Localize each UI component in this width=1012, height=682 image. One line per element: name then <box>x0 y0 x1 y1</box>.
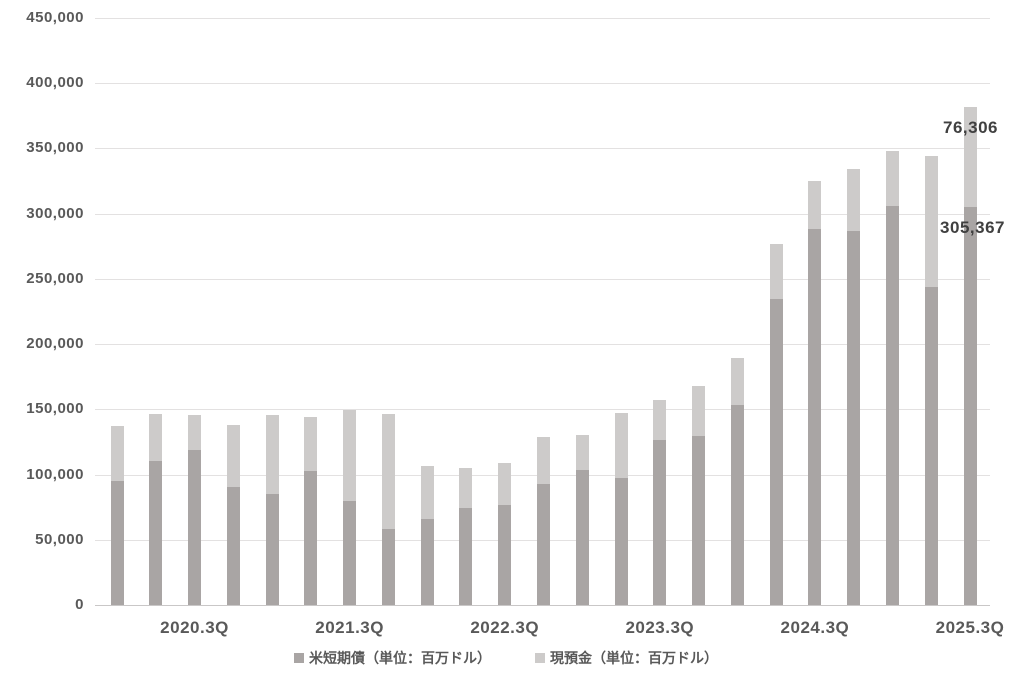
bar-segment-treasury <box>808 229 822 605</box>
bar-segment-cash <box>692 386 706 436</box>
gridline <box>95 83 990 85</box>
y-tick-label: 0 <box>75 596 84 613</box>
bar-segment-cash <box>963 107 977 207</box>
x-tick-label: 2021.3Q <box>315 618 384 637</box>
bar-segment-treasury <box>963 206 977 605</box>
bar-segment-cash <box>420 466 434 519</box>
legend: 米短期債（単位：百万ドル） 現預金（単位：百万ドル） <box>0 649 1012 667</box>
bar-segment-treasury <box>575 469 589 605</box>
x-tick-label: 2023.3Q <box>625 618 695 637</box>
bar-segment-treasury <box>769 298 783 605</box>
y-tick-label: 450,000 <box>26 9 84 26</box>
y-tick-label: 350,000 <box>26 139 84 157</box>
bar-segment-treasury <box>730 404 744 605</box>
bar-segment-cash <box>769 243 783 299</box>
bar-segment-cash <box>381 413 395 529</box>
bar-segment-cash <box>265 415 279 494</box>
bar-segment-cash <box>885 151 899 207</box>
data-label-treasury-last: 305,367 <box>940 218 1005 237</box>
bar-segment-treasury <box>692 435 706 605</box>
y-tick-label: 200,000 <box>26 335 84 353</box>
bar-segment-treasury <box>459 508 473 605</box>
bar-segment-cash <box>149 413 163 461</box>
bar-segment-cash <box>343 410 357 502</box>
bar-segment-cash <box>304 417 318 472</box>
bar-segment-cash <box>110 426 124 482</box>
bar-segment-cash <box>459 467 473 509</box>
x-tick-label: 2020.3Q <box>160 618 229 637</box>
legend-label-cash: 現預金（単位：百万ドル） <box>550 650 718 666</box>
legend-swatch-treasury <box>294 653 304 663</box>
bar-segment-treasury <box>847 231 861 605</box>
bar-segment-cash <box>653 399 667 441</box>
legend-item-cash: 現預金（単位：百万ドル） <box>535 649 718 667</box>
x-axis-line <box>95 605 990 606</box>
gridline <box>95 213 990 215</box>
x-tick-label: 2022.3Q <box>470 618 540 637</box>
y-tick-label: 100,000 <box>26 465 84 483</box>
legend-item-treasury: 米短期債（単位：百万ドル） <box>294 649 491 667</box>
bar-segment-treasury <box>110 481 124 605</box>
bar-segment-treasury <box>381 528 395 605</box>
data-label-cash-last: 76,306 <box>943 118 998 137</box>
bar-segment-treasury <box>149 460 163 605</box>
bar-segment-treasury <box>614 478 628 605</box>
bar-segment-treasury <box>343 501 357 605</box>
y-tick-label: 250,000 <box>26 269 84 287</box>
bar-segment-cash <box>847 169 861 232</box>
bar-segment-cash <box>730 358 744 405</box>
bar-segment-cash <box>924 156 938 287</box>
legend-swatch-cash <box>535 653 545 663</box>
bar-segment-treasury <box>537 483 550 605</box>
y-tick-label: 50,000 <box>35 530 84 548</box>
y-tick-label: 400,000 <box>26 74 84 92</box>
y-tick-label: 150,000 <box>26 400 84 418</box>
bar-segment-treasury <box>304 471 318 605</box>
bar-segment-cash <box>188 414 202 450</box>
gridline <box>95 278 990 280</box>
bar-segment-treasury <box>420 518 434 605</box>
gridline <box>95 18 990 19</box>
bar-segment-cash <box>537 437 550 484</box>
bar-segment-treasury <box>226 487 240 605</box>
x-tick-label: 2024.3Q <box>780 618 850 637</box>
bar-segment-cash <box>226 424 240 488</box>
x-tick-label: 2025.3Q <box>935 618 1005 637</box>
y-tick-label: 300,000 <box>26 204 84 222</box>
bar-segment-treasury <box>924 286 938 605</box>
bar-segment-cash <box>614 412 628 479</box>
bar-segment-treasury <box>885 206 899 605</box>
bar-segment-cash <box>498 462 512 506</box>
legend-label-treasury: 米短期債（単位：百万ドル） <box>309 650 491 666</box>
bar-segment-cash <box>808 180 822 230</box>
bar-segment-treasury <box>498 505 512 605</box>
bar-segment-cash <box>575 434 589 470</box>
gridline <box>95 344 990 346</box>
gridline <box>95 409 990 411</box>
gridline <box>95 148 990 150</box>
bar-segment-treasury <box>265 493 279 605</box>
bar-segment-treasury <box>653 440 667 605</box>
bar-segment-treasury <box>188 449 202 605</box>
